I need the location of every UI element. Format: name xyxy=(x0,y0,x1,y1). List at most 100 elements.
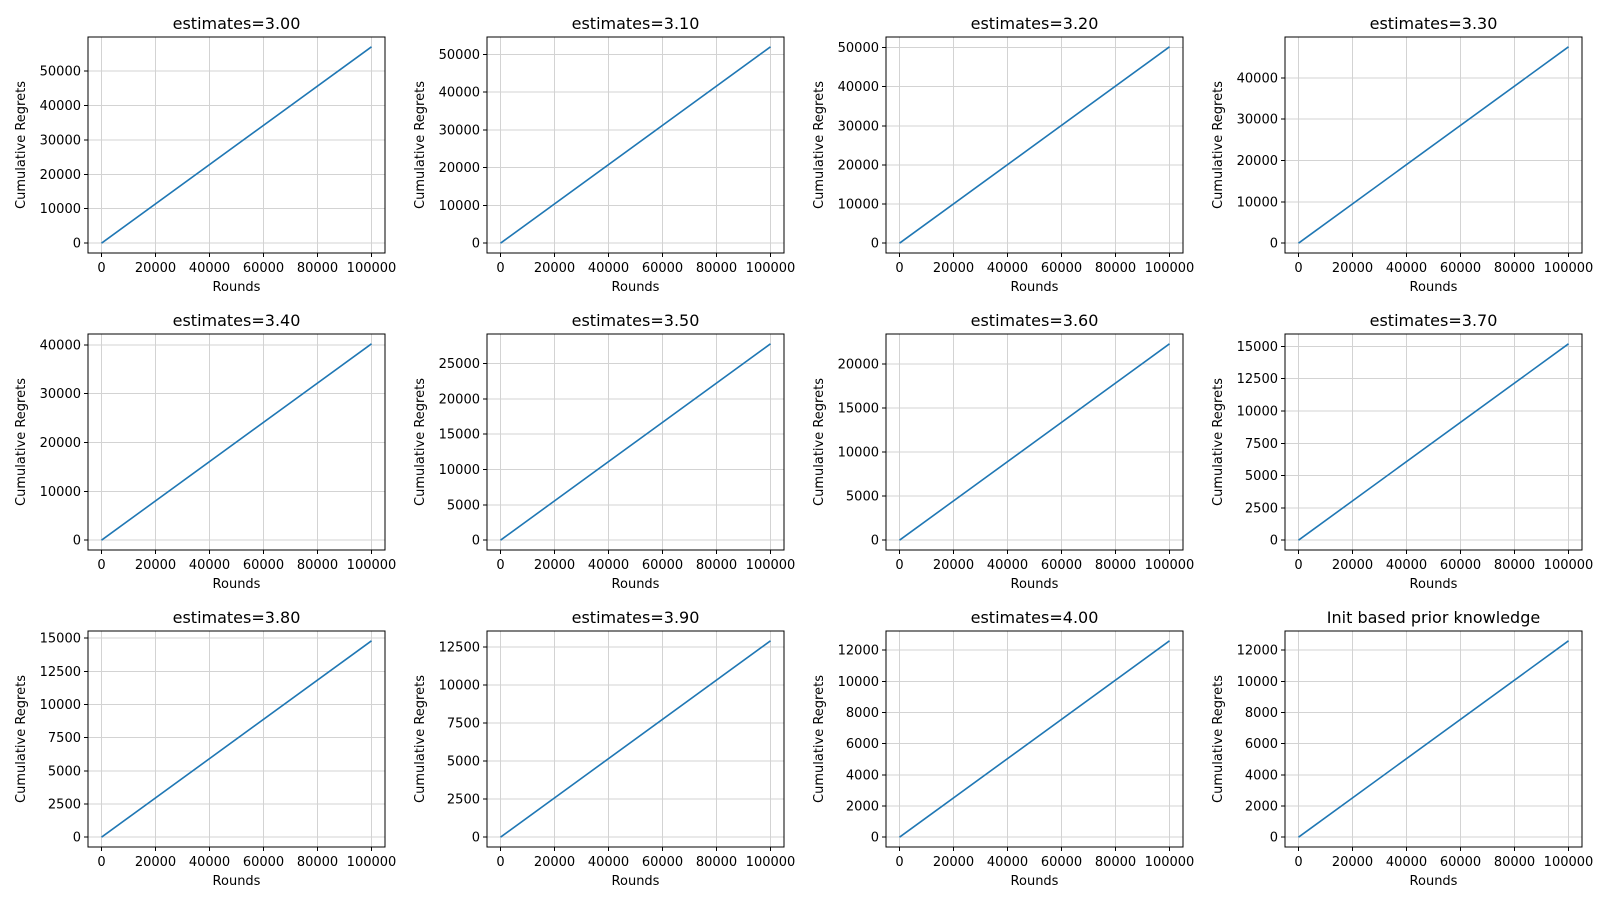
x-tick-label: 80000 xyxy=(1095,558,1136,573)
y-tick-label: 6000 xyxy=(846,737,879,752)
y-tick-label: 40000 xyxy=(838,80,879,95)
x-tick-label: 20000 xyxy=(933,855,974,870)
y-tick-label: 10000 xyxy=(838,446,879,461)
subplot: 0 20000 40000 60000 80000 100000 0 2000 4000 6000… xyxy=(1211,608,1593,889)
x-tick-label: 40000 xyxy=(1386,261,1427,276)
x-tick-label: 0 xyxy=(97,261,105,276)
y-tick-label: 0 xyxy=(1270,534,1278,549)
plot-frame xyxy=(87,36,386,254)
x-tick-label: 60000 xyxy=(1041,855,1082,870)
x-tick-label: 20000 xyxy=(135,558,176,573)
y-tick-label: 40000 xyxy=(1237,71,1278,86)
series-line xyxy=(899,46,1170,244)
subplot: 0 20000 40000 60000 80000 100000 0 10000 20000 30… xyxy=(1211,14,1593,295)
x-tick-label: 100000 xyxy=(1145,558,1195,573)
y-tick-label: 50000 xyxy=(838,41,879,56)
x-tick-label: 60000 xyxy=(243,261,284,276)
subplot: 0 20000 40000 60000 80000 100000 0 2500 5000 7500… xyxy=(1211,311,1593,592)
series-line xyxy=(1298,640,1569,838)
y-tick-label: 30000 xyxy=(439,123,480,138)
series-line xyxy=(1298,46,1569,244)
y-tick-label: 12000 xyxy=(1237,644,1278,659)
chart-title: estimates=3.70 xyxy=(1370,311,1498,330)
series-line xyxy=(101,640,372,838)
plot-frame xyxy=(885,630,1184,848)
y-tick-label: 5000 xyxy=(447,755,480,770)
x-tick-label: 0 xyxy=(496,261,504,276)
x-axis-label: Rounds xyxy=(1410,280,1458,295)
y-tick-label: 12000 xyxy=(838,644,879,659)
x-tick-label: 20000 xyxy=(933,558,974,573)
x-tick-label: 20000 xyxy=(135,261,176,276)
chart-title: estimates=3.30 xyxy=(1370,14,1498,33)
x-tick-label: 100000 xyxy=(1145,855,1195,870)
subplot: 0 20000 40000 60000 80000 100000 0 10000 20000 30… xyxy=(14,311,396,592)
x-tick-label: 0 xyxy=(1294,261,1302,276)
y-axis-label: Cumulative Regrets xyxy=(1211,81,1226,209)
y-tick-label: 2500 xyxy=(1245,501,1278,516)
y-tick-label: 0 xyxy=(472,831,480,846)
x-axis-label: Rounds xyxy=(213,280,261,295)
x-tick-label: 0 xyxy=(895,855,903,870)
x-tick-label: 100000 xyxy=(1544,261,1594,276)
x-tick-label: 60000 xyxy=(1041,558,1082,573)
subplot: 0 20000 40000 60000 80000 100000 0 2000 4000 6000… xyxy=(812,608,1194,889)
y-tick-label: 40000 xyxy=(40,99,81,114)
y-tick-label: 10000 xyxy=(439,463,480,478)
y-axis-label: Cumulative Regrets xyxy=(413,378,428,506)
plot-frame xyxy=(1284,333,1583,551)
x-tick-label: 40000 xyxy=(1386,558,1427,573)
chart-title: estimates=3.80 xyxy=(173,608,301,627)
subplot: 0 20000 40000 60000 80000 100000 0 5000 10000 150… xyxy=(413,311,795,592)
y-tick-label: 0 xyxy=(472,534,480,549)
y-tick-label: 4000 xyxy=(1245,768,1278,783)
chart-title: estimates=3.60 xyxy=(971,311,1099,330)
y-tick-label: 25000 xyxy=(439,357,480,372)
chart-title: estimates=3.50 xyxy=(572,311,700,330)
x-axis-label: Rounds xyxy=(612,874,660,889)
plot-frame xyxy=(87,630,386,848)
y-tick-label: 50000 xyxy=(439,48,480,63)
y-tick-label: 40000 xyxy=(40,338,81,353)
x-tick-label: 80000 xyxy=(297,558,338,573)
y-tick-label: 15000 xyxy=(439,428,480,443)
chart-title: estimates=3.10 xyxy=(572,14,700,33)
chart-title: estimates=3.20 xyxy=(971,14,1099,33)
x-tick-label: 20000 xyxy=(534,855,575,870)
x-tick-label: 20000 xyxy=(534,261,575,276)
x-tick-label: 80000 xyxy=(696,558,737,573)
chart-title: estimates=3.90 xyxy=(572,608,700,627)
y-tick-label: 8000 xyxy=(846,706,879,721)
subplot: 0 20000 40000 60000 80000 100000 0 5000 10000 150… xyxy=(812,311,1194,592)
x-tick-label: 80000 xyxy=(297,855,338,870)
y-tick-label: 2000 xyxy=(1245,800,1278,815)
x-tick-label: 40000 xyxy=(588,855,629,870)
y-tick-label: 5000 xyxy=(1245,469,1278,484)
series-line xyxy=(899,343,1170,541)
y-tick-label: 10000 xyxy=(1237,195,1278,210)
x-tick-label: 0 xyxy=(97,855,105,870)
plot-frame xyxy=(486,36,785,254)
x-tick-label: 20000 xyxy=(1332,855,1373,870)
y-tick-label: 5000 xyxy=(48,764,81,779)
x-axis-label: Rounds xyxy=(213,874,261,889)
y-tick-label: 50000 xyxy=(40,64,81,79)
y-tick-label: 12500 xyxy=(40,665,81,680)
subplot: 0 20000 40000 60000 80000 100000 0 10000 20000 30… xyxy=(14,14,396,295)
x-tick-label: 60000 xyxy=(1440,855,1481,870)
series-line xyxy=(899,640,1170,838)
chart-title: Init based prior knowledge xyxy=(1327,608,1540,627)
y-tick-label: 20000 xyxy=(838,358,879,373)
plot-frame xyxy=(1284,36,1583,254)
y-tick-label: 5000 xyxy=(846,490,879,505)
x-axis-label: Rounds xyxy=(213,577,261,592)
y-tick-label: 2500 xyxy=(447,793,480,808)
series-line xyxy=(500,640,771,838)
y-tick-label: 30000 xyxy=(838,119,879,134)
x-tick-label: 0 xyxy=(97,558,105,573)
y-tick-label: 2000 xyxy=(846,800,879,815)
y-tick-label: 0 xyxy=(871,237,879,252)
x-axis-label: Rounds xyxy=(612,280,660,295)
x-tick-label: 100000 xyxy=(347,261,397,276)
y-tick-label: 15000 xyxy=(1237,340,1278,355)
